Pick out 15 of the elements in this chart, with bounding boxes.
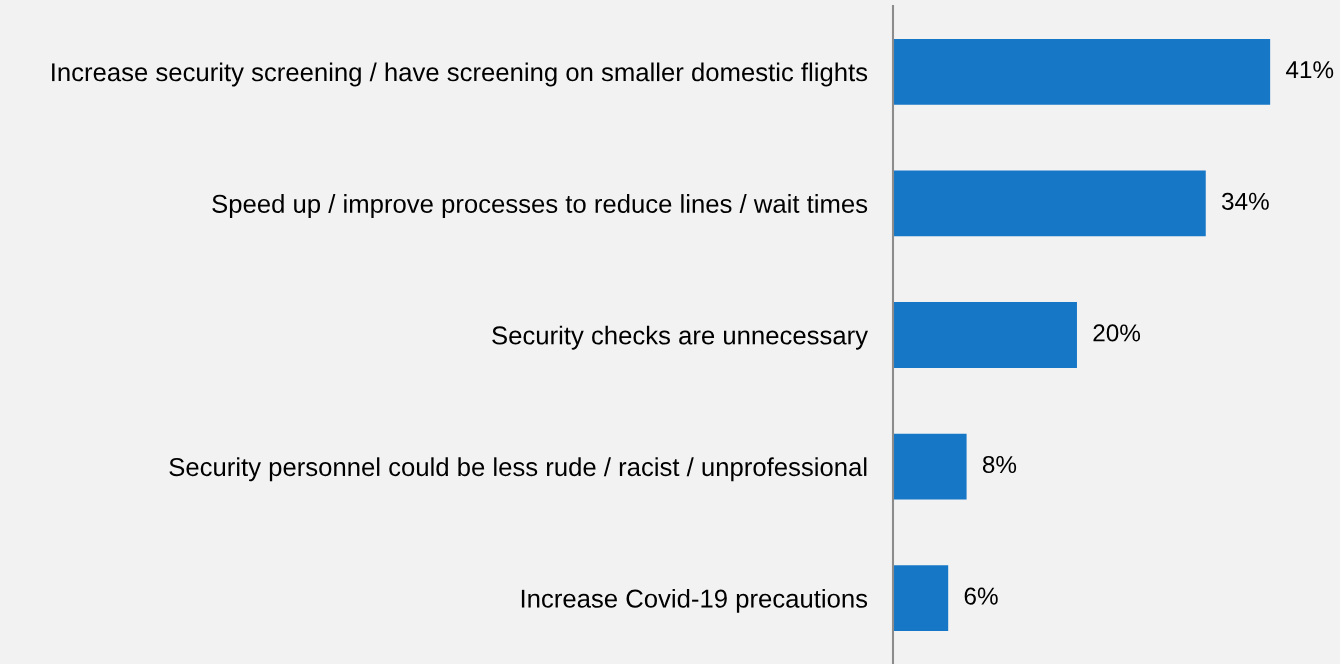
data-label: 8% bbox=[982, 455, 1017, 474]
bar bbox=[893, 170, 1206, 237]
data-label: 6% bbox=[964, 587, 998, 605]
data-label: 41% bbox=[1285, 61, 1334, 79]
y-tick-label: Increase Covid-19 precautions bbox=[521, 588, 868, 613]
y-tick-label: Increase security screening / have screening on smaller domestic flights bbox=[52, 62, 868, 87]
data-label: 20% bbox=[1093, 324, 1141, 342]
y-tick-label: Speed up / improve processes to reduce lines / wait times bbox=[212, 194, 868, 219]
bar bbox=[893, 565, 949, 632]
bar bbox=[893, 302, 1077, 368]
bar bbox=[893, 433, 967, 500]
data-label: 34% bbox=[1221, 192, 1269, 210]
y-tick-label: Security personnel could be less rude / racist / unprofessional bbox=[169, 457, 867, 482]
bar bbox=[893, 38, 1271, 105]
y-tick-label: Security checks are unnecessary bbox=[492, 325, 868, 350]
